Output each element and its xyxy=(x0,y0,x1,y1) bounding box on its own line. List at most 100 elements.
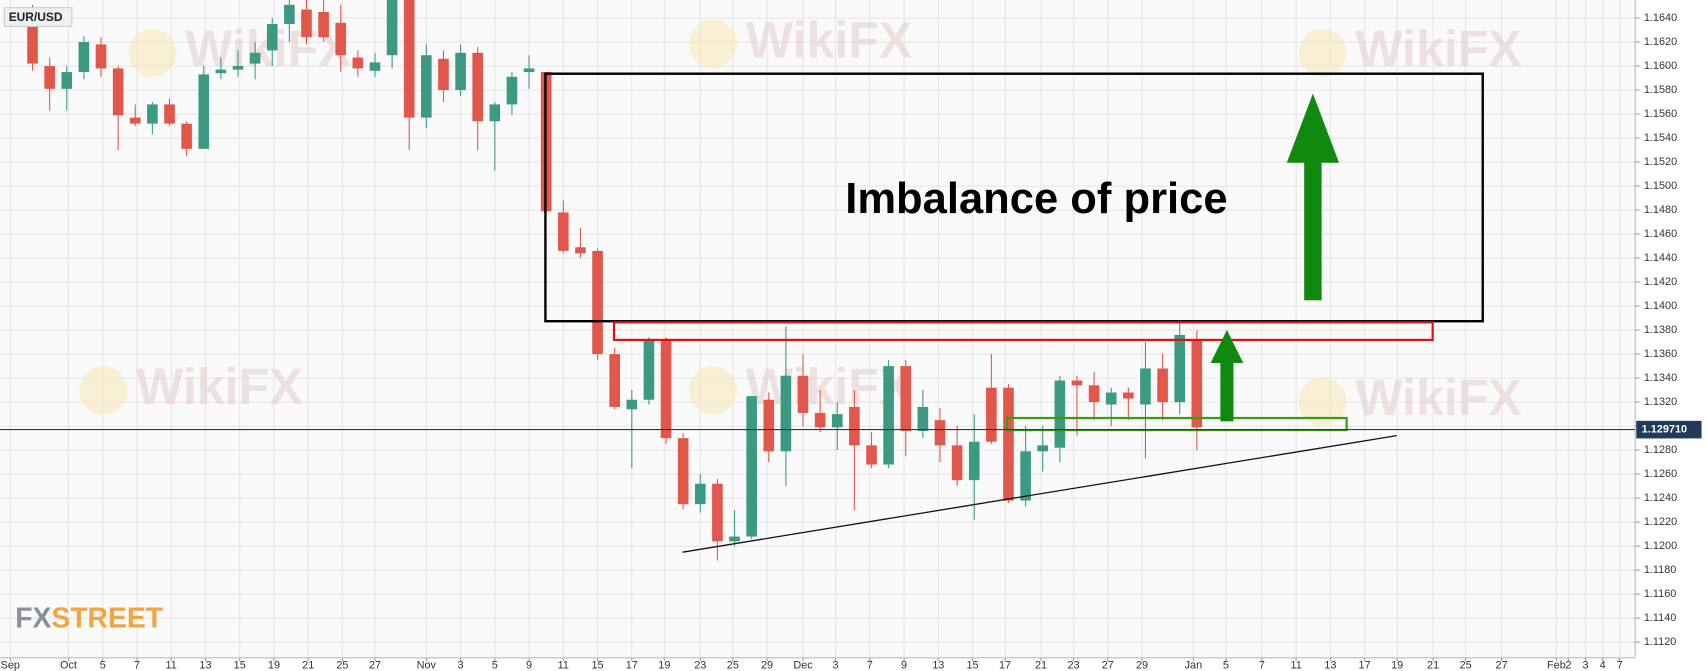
y-tick-label: 1.1120 xyxy=(1644,636,1676,648)
candle-body xyxy=(95,44,107,69)
candle-body xyxy=(1088,385,1100,403)
y-tick-label: 1.1500 xyxy=(1644,180,1677,192)
x-tick-label: 7 xyxy=(1617,659,1623,671)
y-tick-label: 1.1420 xyxy=(1644,276,1677,288)
x-tick-label: 27 xyxy=(1496,659,1508,671)
candle-body xyxy=(968,441,980,481)
logo-part: STREET xyxy=(51,602,163,634)
x-tick-label: 23 xyxy=(694,659,706,671)
y-tick-label: 1.1240 xyxy=(1644,492,1677,504)
candle-body xyxy=(900,366,912,431)
y-tick-label: 1.1580 xyxy=(1644,84,1677,96)
candle-body xyxy=(386,0,398,56)
candle-body xyxy=(694,483,706,505)
last-price-box xyxy=(1636,420,1702,439)
x-tick-label: 19 xyxy=(1391,659,1403,671)
drawings: Imbalance of price xyxy=(544,72,1484,553)
candle-body xyxy=(147,104,158,124)
candle-body xyxy=(986,387,997,442)
annotation: Imbalance of price xyxy=(845,174,1227,223)
x-tick-label: 11 xyxy=(1290,659,1301,671)
candle-body xyxy=(266,24,278,51)
watermark: WikiFX xyxy=(79,358,303,415)
candle-body xyxy=(831,414,843,428)
x-tick-label: 21 xyxy=(1427,659,1439,671)
candle-body xyxy=(318,12,329,38)
candle-body xyxy=(1037,445,1049,452)
candle-body xyxy=(1105,392,1117,405)
x-tick-label: 25 xyxy=(336,659,348,671)
plot-background xyxy=(0,0,1635,658)
symbol-box xyxy=(3,7,73,27)
x-tick-label: 9 xyxy=(901,659,907,671)
y-tick-label: 1.1520 xyxy=(1644,156,1677,168)
x-tick-label: 13 xyxy=(1324,659,1336,671)
x-tick-label: 27 xyxy=(1102,659,1114,671)
x-tick-label: 5 xyxy=(492,659,498,671)
trend-line xyxy=(682,434,1397,553)
x-tick-label: Oct xyxy=(60,659,77,671)
x-tick-label: 4 xyxy=(1600,659,1606,671)
x-tick-label: Dec xyxy=(793,659,813,671)
candle-body xyxy=(1157,368,1168,403)
candle-body xyxy=(1174,334,1186,403)
x-tick-label: 25 xyxy=(1460,659,1472,671)
x-tick-label: Sep xyxy=(1,659,20,671)
symbol: EUR/USD xyxy=(9,10,63,24)
candle-body xyxy=(763,399,775,452)
candle-body xyxy=(626,399,638,410)
candle-body xyxy=(215,69,227,74)
candle-body xyxy=(284,4,295,25)
x-tick-label: 19 xyxy=(658,659,670,671)
y-tick-label: 1.1140 xyxy=(1644,612,1676,624)
y-tick-label: 1.1480 xyxy=(1644,204,1677,216)
y-tick-label: 1.1260 xyxy=(1644,468,1677,480)
price-axis-background xyxy=(1635,0,1707,671)
x-tick-label: 17 xyxy=(626,659,638,671)
x-tick-label: 9 xyxy=(526,659,532,671)
x-tick-label: 17 xyxy=(1359,659,1371,671)
y-tick-label: 1.1400 xyxy=(1644,300,1677,312)
candle-body xyxy=(814,412,826,428)
x-tick-label: 2 xyxy=(1565,659,1571,671)
candle-body xyxy=(1054,380,1066,448)
candle-body xyxy=(472,52,484,122)
candle-body xyxy=(1123,392,1134,399)
x-tick-label: 27 xyxy=(369,659,381,671)
x-tick-label: 21 xyxy=(302,659,314,671)
candle-body xyxy=(1191,340,1203,428)
watermark: WikiFX xyxy=(689,11,913,68)
watermark-text: WikiFX xyxy=(1355,20,1522,77)
x-tick-label: 3 xyxy=(458,659,464,671)
candle-body xyxy=(403,0,415,118)
watermark: WikiFX xyxy=(1298,20,1522,77)
candle-body xyxy=(660,340,672,439)
x-tick-label: 11 xyxy=(558,659,569,671)
y-tick-label: 1.1320 xyxy=(1644,396,1677,408)
x-tick-label: 7 xyxy=(134,659,140,671)
candle-body xyxy=(1020,451,1031,501)
y-tick-label: 1.1360 xyxy=(1644,348,1677,360)
watermark-text: WikiFX xyxy=(1355,369,1522,426)
resistance-box xyxy=(612,321,1434,341)
candle-body xyxy=(797,375,809,413)
candle-body xyxy=(335,22,347,56)
candle-body xyxy=(1140,368,1151,405)
candle-body xyxy=(129,117,141,124)
candle-body xyxy=(232,66,244,70)
x-tick-label: Nov xyxy=(417,659,437,671)
y-tick-label: 1.1620 xyxy=(1644,36,1677,48)
candle-body xyxy=(78,42,90,73)
x-tick-label: Feb xyxy=(1547,659,1566,671)
x-tick-label: 29 xyxy=(1136,659,1148,671)
candle-body xyxy=(558,212,569,251)
y-tick-label: 1.1640 xyxy=(1644,12,1677,24)
y-tick-label: 1.1380 xyxy=(1644,324,1677,336)
logo-part: FX xyxy=(15,602,51,634)
candle-body xyxy=(506,76,518,105)
candle-body xyxy=(677,438,689,505)
candle-body xyxy=(421,55,432,118)
candle-body xyxy=(883,366,894,465)
